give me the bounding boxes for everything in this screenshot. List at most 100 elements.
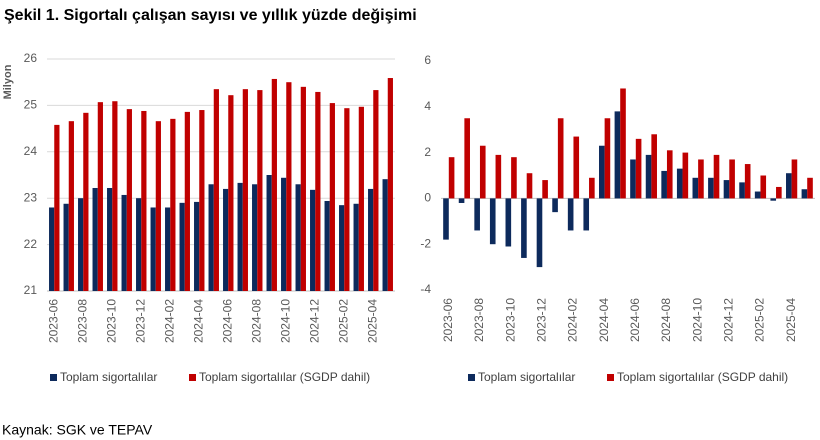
x-tick-label: 2024-02 [162, 299, 176, 343]
bar [387, 78, 393, 291]
y-tick-label: 21 [24, 283, 38, 297]
bar [382, 179, 388, 291]
bar [479, 145, 486, 199]
bar [310, 189, 316, 291]
bar [155, 121, 161, 292]
page-title: Şekil 1. Sigortalı çalışan sayısı ve yıl… [4, 7, 417, 24]
bar [228, 95, 234, 291]
legend-label: Toplam sigortalılar (SGDP dahil) [199, 370, 370, 384]
bar [573, 136, 580, 199]
x-tick-label: 2023-12 [133, 299, 147, 343]
y-axis-label: Milyon [2, 64, 14, 99]
bar [150, 207, 156, 291]
bar [97, 102, 103, 291]
bar [286, 82, 292, 291]
x-tick-label: 2023-08 [75, 299, 89, 343]
y-tick-label: 0 [424, 191, 431, 205]
bar [373, 90, 379, 291]
bar [458, 198, 465, 203]
bar [92, 187, 98, 291]
bar [339, 205, 345, 291]
x-tick-label: 2024-08 [249, 299, 263, 343]
bar [536, 198, 543, 268]
bar [179, 202, 185, 291]
y-tick-label: -2 [420, 236, 431, 250]
x-tick-label: 2025-04 [365, 299, 379, 343]
bar [315, 91, 321, 291]
bar [723, 180, 730, 199]
bar [521, 198, 527, 258]
bar [807, 177, 813, 199]
x-tick-label: 2024-04 [191, 299, 205, 343]
bar [511, 157, 517, 199]
bar [136, 198, 142, 291]
bar [83, 112, 89, 291]
bar [776, 186, 782, 199]
bar [448, 157, 455, 199]
bar [583, 198, 590, 231]
bar [223, 188, 229, 291]
bar [49, 207, 55, 291]
bar [604, 118, 611, 199]
bar [770, 198, 777, 201]
bar [495, 154, 502, 199]
source: Kaynak: SGK ve TEPAV [2, 422, 153, 438]
bar [651, 134, 657, 199]
bar [107, 187, 113, 291]
x-tick-label: 2024-02 [566, 298, 580, 342]
bar [729, 159, 735, 199]
legend-label: Toplam sigortalılar [60, 370, 157, 384]
bar [199, 110, 205, 291]
y-tick-label: 4 [424, 99, 431, 113]
x-tick-label: 2025-02 [336, 299, 350, 343]
bar [271, 78, 277, 292]
bar [194, 201, 200, 291]
bar [760, 175, 767, 199]
bar [744, 164, 751, 199]
bar [329, 103, 335, 291]
bar [620, 88, 626, 199]
bar [78, 198, 84, 291]
bar [682, 152, 689, 199]
bar [801, 189, 808, 199]
bar [252, 184, 258, 291]
bar [324, 200, 330, 291]
y-tick-label: 6 [424, 53, 431, 67]
bar [474, 198, 480, 231]
bar [552, 198, 558, 213]
bar [713, 154, 720, 199]
bar [54, 124, 60, 291]
bar [708, 177, 714, 199]
bar [281, 177, 287, 291]
y-tick-label: 24 [24, 144, 38, 158]
bar [126, 109, 132, 291]
bar [170, 118, 176, 291]
x-tick-label: 2023-06 [441, 298, 455, 342]
bar [266, 175, 272, 291]
bar [358, 106, 364, 292]
x-tick-label: 2024-10 [690, 298, 704, 342]
x-tick-label: 2023-08 [472, 298, 486, 342]
bar [68, 121, 74, 292]
bar [353, 203, 359, 291]
bar [443, 198, 449, 240]
legend-swatch [607, 374, 614, 381]
x-tick-label: 2024-10 [278, 299, 292, 343]
bar [589, 177, 595, 199]
bar [464, 118, 470, 199]
y-tick-label: 2 [424, 145, 431, 159]
x-tick-label: 2024-08 [659, 298, 673, 342]
bar [112, 101, 118, 291]
bar [614, 111, 621, 199]
x-tick-label: 2024-04 [597, 298, 611, 342]
bar [676, 168, 683, 199]
bar [141, 110, 147, 291]
x-tick-label: 2024-06 [220, 299, 234, 343]
bar [300, 86, 306, 291]
x-tick-label: 2024-12 [307, 299, 321, 343]
y-tick-label: 25 [24, 98, 38, 112]
bar [542, 180, 548, 199]
legend-label: Toplam sigortalılar (SGDP dahil) [617, 370, 788, 384]
bar [630, 159, 636, 199]
